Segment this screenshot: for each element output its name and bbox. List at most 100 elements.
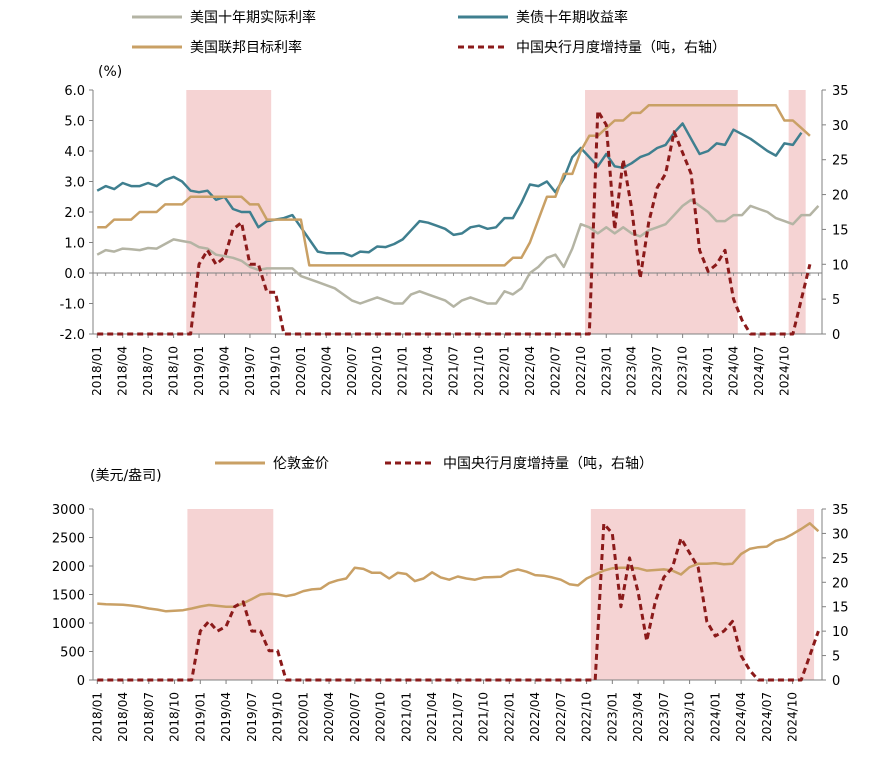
x-tick-label: 2024/01: [701, 346, 715, 396]
y-left-tick-label: 1.0: [64, 237, 85, 252]
x-tick-label: 2020/04: [322, 692, 336, 742]
y-left-tick-label: 3.0: [64, 176, 85, 191]
x-tick-label: 2022/04: [528, 692, 542, 742]
x-tick-label: 2021/04: [425, 692, 439, 742]
y-right-tick-label: 30: [832, 527, 849, 542]
series-line-3: [97, 104, 811, 267]
y-right-tick-label: 15: [832, 601, 849, 616]
x-tick-label: 2019/01: [192, 346, 206, 396]
y-right-tick-label: 10: [832, 258, 849, 273]
y-right-tick-label: 20: [832, 189, 849, 204]
shaded-period-2: [585, 90, 738, 334]
y-left-tick-label: -2.0: [60, 328, 85, 343]
shaded-periods: [186, 90, 806, 334]
x-tick-label: 2022/07: [554, 692, 568, 742]
series-line-2: [97, 522, 820, 682]
y-right-tick-label: 20: [832, 576, 849, 591]
x-tick-label: 2024/10: [786, 692, 800, 742]
x-tick-label: 2021/07: [447, 346, 461, 396]
y-right-tick-label: 10: [832, 625, 849, 640]
y-right-tick-label: 30: [832, 119, 849, 134]
x-tick-label: 2022/01: [502, 692, 516, 742]
x-tick-label: 2023/10: [676, 346, 690, 396]
legend: 伦敦金价 中国央行月度增持量（吨，右轴）: [215, 456, 653, 472]
y-left-tick-label: 3000: [52, 503, 85, 518]
y-left-tick-label: 0: [77, 674, 85, 689]
y-left-unit-label: (美元/盎司): [90, 468, 162, 484]
x-tick-label: 2021/10: [472, 346, 486, 396]
y-left-tick-label: 1000: [52, 617, 85, 632]
y-left-tick-label: 2000: [52, 560, 85, 575]
x-tick-label: 2018/04: [116, 692, 130, 742]
x-tick-label: 2024/01: [708, 692, 722, 742]
x-tick-label: 2024/07: [752, 346, 766, 396]
series-line-1: [96, 198, 820, 308]
x-tick-label: 2023/04: [631, 692, 645, 742]
legend-label: 美国十年期实际利率: [190, 9, 316, 26]
y-right-tick-label: 0: [832, 328, 840, 343]
x-tick-label: 2020/04: [319, 346, 333, 396]
y-right-tick-label: 25: [832, 552, 849, 567]
x-tick-label: 2018/01: [90, 692, 104, 742]
series-line-4: [97, 109, 812, 336]
x-tick-label: 2018/04: [116, 346, 130, 396]
y-right-tick-label: 0: [832, 674, 840, 689]
x-tick-label: 2021/07: [451, 692, 465, 742]
y-left-tick-label: 1500: [52, 589, 85, 604]
x-tick-label: 2018/01: [90, 346, 104, 396]
y-right-tick-label: 5: [832, 650, 840, 665]
x-tick-label: 2024/10: [777, 346, 791, 396]
x-tick-label: 2018/10: [168, 692, 182, 742]
x-tick-label: 2020/07: [348, 692, 362, 742]
y-left-tick-label: 500: [60, 646, 85, 661]
x-tick-label: 2018/07: [142, 692, 156, 742]
shaded-period-1: [186, 90, 272, 334]
x-tick-label: 2019/04: [219, 692, 233, 742]
x-tick-label: 2022/07: [548, 346, 562, 396]
shaded-periods: [187, 509, 815, 680]
legend-label: 美债十年期收益率: [516, 9, 628, 26]
series-line-2: [96, 122, 803, 258]
x-tick-label: 2021/01: [396, 346, 410, 396]
x-tick-label: 2020/10: [374, 692, 388, 742]
x-tick-label: 2019/01: [193, 692, 207, 742]
x-tick-label: 2021/10: [477, 692, 491, 742]
x-tick-label: 2019/10: [268, 346, 282, 396]
y-left-tick-label: 2500: [52, 532, 85, 547]
x-tick-label: 2019/07: [245, 692, 259, 742]
y-left-tick-label: 5.0: [64, 115, 85, 130]
x-tick-label: 2024/07: [760, 692, 774, 742]
legend-label: 中国央行月度增持量（吨，右轴）: [443, 456, 653, 472]
x-tick-label: 2020/01: [296, 692, 310, 742]
x-tick-label: 2020/10: [370, 346, 384, 396]
x-tick-label: 2023/01: [605, 692, 619, 742]
x-tick-label: 2019/04: [217, 346, 231, 396]
shaded-period-2: [590, 509, 746, 680]
x-tick-label: 2024/04: [734, 692, 748, 742]
x-tick-label: 2019/10: [271, 692, 285, 742]
y-right-tick-label: 5: [832, 293, 840, 308]
x-tick-label: 2023/07: [657, 692, 671, 742]
legend-label: 美国联邦目标利率: [190, 39, 302, 56]
x-tick-label: 2023/01: [599, 346, 613, 396]
y-left-tick-label: 4.0: [64, 145, 85, 160]
x-tick-label: 2022/04: [523, 346, 537, 396]
y-left-tick-label: -1.0: [60, 298, 85, 313]
x-tick-label: 2023/04: [625, 346, 639, 396]
y-left-tick-label: 2.0: [64, 206, 85, 221]
y-left-unit-label: (%): [98, 64, 122, 80]
legend-label: 中国央行月度增持量（吨，右轴）: [516, 40, 726, 56]
chart-2: 3000 2500 2000 1500 1000 500 0 35 30 25 20 15 10 5 0 20…: [52, 456, 849, 742]
shaded-period-3: [796, 509, 815, 680]
x-tick-label: 2020/07: [345, 346, 359, 396]
x-tick-label: 2022/01: [497, 346, 511, 396]
y-right-tick-label: 35: [832, 503, 849, 518]
x-tick-label: 2021/01: [399, 692, 413, 742]
x-tick-label: 2018/10: [167, 346, 181, 396]
y-right-tick-label: 25: [832, 154, 849, 169]
x-tick-label: 2023/10: [683, 692, 697, 742]
chart-1: 6.0 5.0 4.0 3.0 2.0 1.0 0.0 -1.0 -2.0 35 30 25 20 15 1…: [60, 9, 849, 396]
legend-label: 伦敦金价: [273, 456, 329, 472]
series-line-1: [97, 522, 820, 613]
